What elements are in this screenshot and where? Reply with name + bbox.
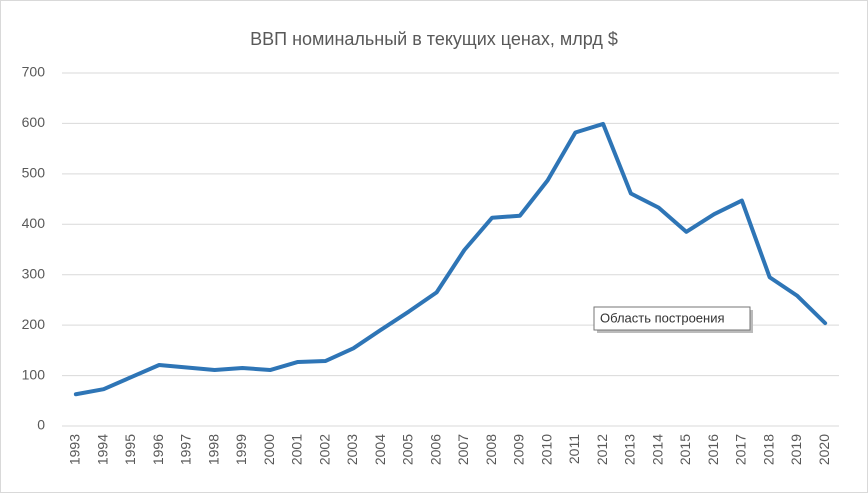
x-tick-label: 2012 <box>594 434 610 465</box>
x-tick-label: 2002 <box>316 434 332 465</box>
x-tick-label: 2007 <box>455 434 471 465</box>
x-tick-label: 2008 <box>483 434 499 465</box>
y-tick-label: 400 <box>22 215 46 231</box>
y-tick-label: 600 <box>22 114 46 130</box>
tooltip-box <box>593 306 751 331</box>
x-tick-label: 2004 <box>372 434 388 465</box>
x-tick-label: 2019 <box>788 434 804 465</box>
y-tick-label: 200 <box>22 316 46 332</box>
x-tick-label: 2015 <box>677 434 693 465</box>
x-tick-label: 1999 <box>233 434 249 465</box>
x-tick-label: 1997 <box>178 434 194 465</box>
x-tick-label: 1998 <box>205 434 221 465</box>
x-tick-label: 1994 <box>94 434 110 465</box>
x-tick-label: 2009 <box>511 434 527 465</box>
y-tick-label: 100 <box>22 366 46 382</box>
chart-title: ВВП номинальный в текущих ценах, млрд $ <box>250 29 618 49</box>
x-tick-label: 2013 <box>622 434 638 465</box>
x-tick-label: 2011 <box>566 434 582 464</box>
tooltip-text: Область построения <box>600 310 725 325</box>
x-tick-label: 2006 <box>427 434 443 465</box>
y-tick-label: 700 <box>22 64 46 80</box>
x-tick-label: 2018 <box>760 434 776 465</box>
y-tick-label: 0 <box>37 417 45 433</box>
x-tick-label: 2001 <box>289 434 305 465</box>
x-tick-label: 1996 <box>150 434 166 465</box>
x-tick-label: 1993 <box>67 434 83 465</box>
y-tick-label: 500 <box>22 165 46 181</box>
x-tick-label: 2010 <box>538 434 554 465</box>
x-tick-label: 2014 <box>649 434 665 465</box>
x-tick-label: 1995 <box>122 434 138 465</box>
x-tick-label: 2020 <box>816 434 832 465</box>
y-tick-label: 300 <box>22 265 46 281</box>
x-tick-label: 2016 <box>705 434 721 465</box>
x-tick-label: 2017 <box>733 434 749 465</box>
x-tick-label: 2000 <box>261 434 277 465</box>
line-series <box>73 121 828 397</box>
x-tick-label: 2003 <box>344 434 360 465</box>
tooltip: Область построения <box>593 306 753 333</box>
x-tick-label: 2005 <box>400 434 416 465</box>
